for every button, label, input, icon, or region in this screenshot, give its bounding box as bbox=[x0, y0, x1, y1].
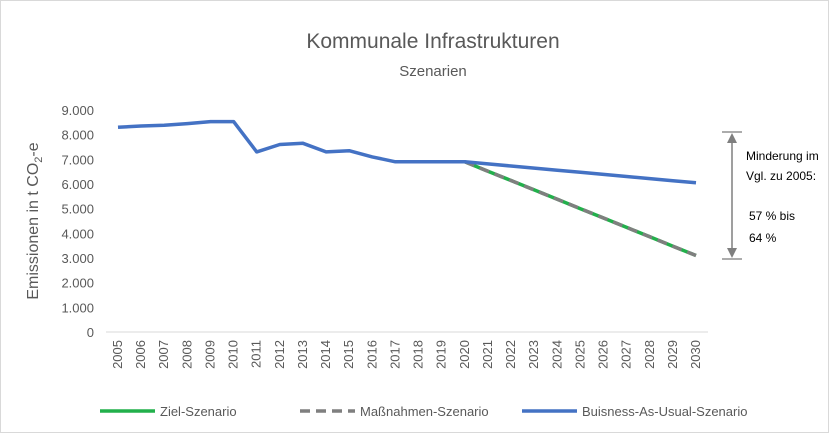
y-label-main: Emissionen in t CO bbox=[25, 163, 42, 300]
x-tick-label: 2009 bbox=[202, 340, 217, 369]
y-tick-label: 3.000 bbox=[61, 251, 94, 266]
y-tick-label: 0 bbox=[87, 325, 94, 340]
x-tick-label: 2020 bbox=[457, 340, 472, 369]
x-tick-label: 2005 bbox=[110, 340, 125, 369]
x-tick-label: 2028 bbox=[642, 340, 657, 369]
x-tick-label: 2026 bbox=[596, 340, 611, 369]
series-line bbox=[464, 160, 697, 258]
x-tick-label: 2007 bbox=[156, 340, 171, 369]
chart-subtitle: Szenarien bbox=[399, 63, 467, 80]
y-label-suffix: -e bbox=[25, 142, 42, 156]
x-tick-label: 2030 bbox=[688, 340, 703, 369]
series-line bbox=[117, 119, 697, 185]
y-axis-label: Emissionen in t CO2-e bbox=[25, 142, 45, 299]
x-tick-label: 2027 bbox=[619, 340, 634, 369]
x-tick-label: 2018 bbox=[411, 340, 426, 369]
x-tick-label: 2013 bbox=[295, 340, 310, 369]
legend-label: Buisness-As-Usual-Szenario bbox=[582, 404, 747, 419]
annotation: Minderung im bbox=[746, 149, 819, 163]
y-tick-label: 8.000 bbox=[61, 128, 94, 143]
annotation: 57 % bis bbox=[749, 209, 795, 223]
x-tick-label: 2024 bbox=[549, 340, 564, 369]
y-tick-label: 5.000 bbox=[61, 202, 94, 217]
annotation: 64 % bbox=[749, 231, 777, 245]
reduction-arrow bbox=[722, 131, 742, 260]
x-tick-label: 2006 bbox=[133, 340, 148, 369]
arrow-head bbox=[727, 248, 737, 258]
y-tick-label: 6.000 bbox=[61, 177, 94, 192]
x-tick-label: 2025 bbox=[572, 340, 587, 369]
x-tick-label: 2029 bbox=[665, 340, 680, 369]
y-tick-label: 9.000 bbox=[61, 103, 94, 118]
y-tick-label: 7.000 bbox=[61, 152, 94, 167]
x-tick-label: 2010 bbox=[226, 340, 241, 369]
x-tick-label: 2008 bbox=[179, 340, 194, 369]
legend-label: Maßnahmen-Szenario bbox=[360, 404, 489, 419]
arrow-head bbox=[727, 133, 737, 143]
x-tick-label: 2014 bbox=[318, 340, 333, 369]
annotation: Vgl. zu 2005: bbox=[746, 169, 816, 183]
x-tick-label: 2019 bbox=[434, 340, 449, 369]
y-tick-label: 4.000 bbox=[61, 226, 94, 241]
x-tick-label: 2022 bbox=[503, 340, 518, 369]
chart-title: Kommunale Infrastrukturen bbox=[306, 30, 559, 53]
x-tick-label: 2016 bbox=[364, 340, 379, 369]
y-tick-label: 2.000 bbox=[61, 276, 94, 291]
x-tick-label: 2017 bbox=[387, 340, 402, 369]
x-tick-label: 2015 bbox=[341, 340, 356, 369]
x-tick-label: 2011 bbox=[249, 340, 264, 368]
y-label-sub: 2 bbox=[33, 157, 45, 163]
x-tick-label: 2021 bbox=[480, 340, 495, 369]
x-tick-label: 2023 bbox=[526, 340, 541, 369]
y-tick-label: 1.000 bbox=[61, 300, 94, 315]
x-tick-label: 2012 bbox=[272, 340, 287, 369]
legend-label: Ziel-Szenario bbox=[160, 404, 237, 419]
